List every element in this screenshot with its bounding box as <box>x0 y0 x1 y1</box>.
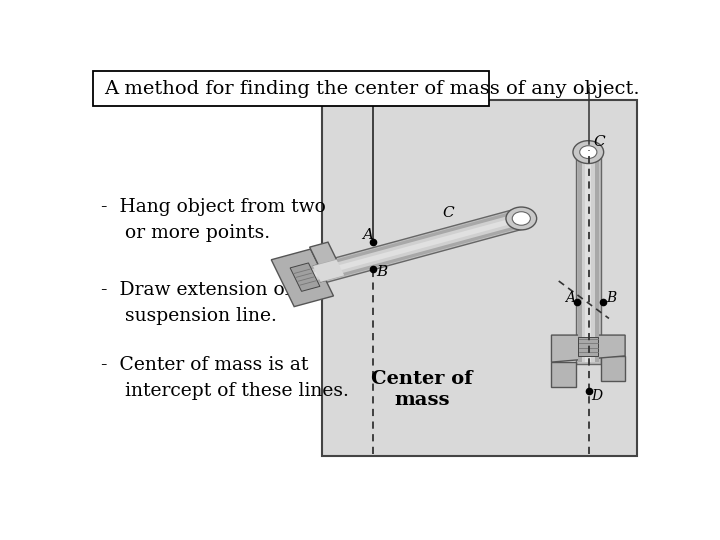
Text: B: B <box>377 265 387 279</box>
Polygon shape <box>290 263 320 292</box>
Polygon shape <box>307 208 526 285</box>
Polygon shape <box>312 217 521 277</box>
Polygon shape <box>310 211 523 283</box>
Text: B: B <box>606 291 616 305</box>
Polygon shape <box>600 356 625 381</box>
Ellipse shape <box>506 207 536 230</box>
Polygon shape <box>578 337 598 356</box>
Bar <box>322 100 636 456</box>
Polygon shape <box>271 249 333 307</box>
Ellipse shape <box>573 141 603 164</box>
Text: C: C <box>442 206 454 220</box>
FancyBboxPatch shape <box>93 71 489 106</box>
Polygon shape <box>582 154 595 362</box>
Ellipse shape <box>512 212 531 225</box>
Text: -  Draw extension of
    suspension line.: - Draw extension of suspension line. <box>101 281 292 326</box>
Text: Center of
mass: Center of mass <box>372 370 473 409</box>
Polygon shape <box>552 362 576 387</box>
Polygon shape <box>585 154 591 362</box>
Polygon shape <box>310 242 342 276</box>
Ellipse shape <box>580 146 597 159</box>
Polygon shape <box>552 335 625 362</box>
Text: A method for finding the center of mass of any object.: A method for finding the center of mass … <box>104 80 639 98</box>
Polygon shape <box>313 260 344 282</box>
Text: A: A <box>565 291 575 305</box>
Text: -  Hang object from two
    or more points.: - Hang object from two or more points. <box>101 198 326 242</box>
Text: C: C <box>594 135 606 149</box>
Polygon shape <box>576 152 600 364</box>
Text: A: A <box>362 228 373 242</box>
Text: D: D <box>591 388 602 402</box>
Polygon shape <box>311 214 522 280</box>
Text: -  Center of mass is at
    intercept of these lines.: - Center of mass is at intercept of thes… <box>101 356 349 400</box>
Polygon shape <box>578 154 599 362</box>
